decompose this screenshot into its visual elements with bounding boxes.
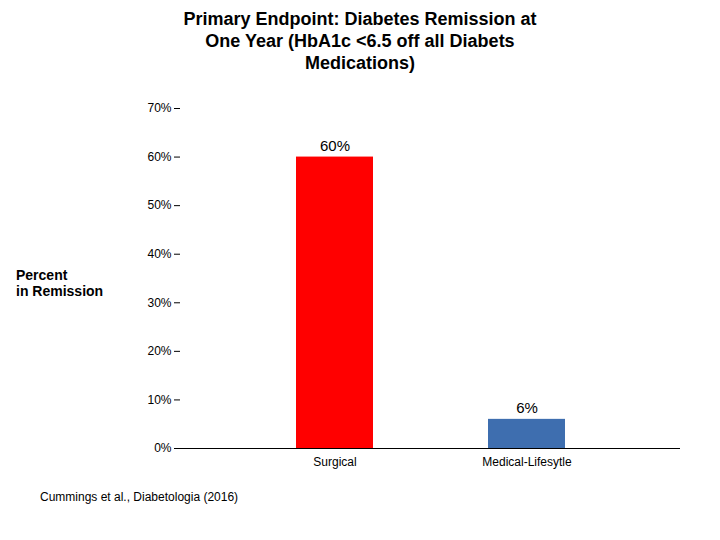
svg-text:50%: 50% — [147, 198, 171, 212]
svg-text:20%: 20% — [147, 344, 171, 358]
html-text:Primary Endpoint: Diabetes Rem: Primary Endpoint: Diabetes Remission at … — [183, 9, 537, 73]
html-text:Percent in Remission: Percent in Remission — [16, 267, 104, 299]
svg-text:60%: 60% — [320, 137, 350, 154]
svg-text:40%: 40% — [147, 247, 171, 261]
svg-text:0%: 0% — [154, 441, 172, 455]
svg-text:60%: 60% — [147, 150, 171, 164]
svg-text:6%: 6% — [516, 399, 538, 416]
svg-text:70%: 70% — [147, 101, 171, 115]
html-text:Cummings et al., Diabetologia: Cummings et al., Diabetologia (2016) — [40, 490, 239, 504]
svg-text:30%: 30% — [147, 296, 171, 310]
svg-text:Surgical: Surgical — [313, 455, 356, 469]
svg-text:Medical-Lifesytle: Medical-Lifesytle — [482, 455, 572, 469]
svg-text:10%: 10% — [147, 393, 171, 407]
